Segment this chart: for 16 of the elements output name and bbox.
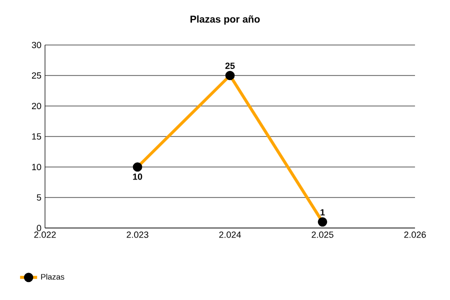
y-tick-label: 20 — [32, 102, 42, 110]
y-tick-label: 25 — [32, 72, 42, 79]
x-tick-label: 2.025 — [312, 232, 334, 238]
data-label: 25 — [225, 62, 235, 69]
y-tick-label: 15 — [32, 133, 42, 140]
data-label: 1 — [320, 209, 325, 216]
y-tick-label: 10 — [32, 164, 42, 170]
y-tick-label: 5 — [36, 194, 42, 201]
y-tick-label: 0 — [36, 224, 42, 232]
x-tick-label: 2.026 — [404, 232, 426, 238]
y-tick-label: 30 — [32, 42, 42, 48]
x-tick-label: 2.024 — [219, 232, 241, 238]
chart-title: Plazas por año — [190, 15, 260, 25]
data-label: 10 — [133, 174, 142, 180]
x-tick-label: 2.022 — [34, 232, 56, 238]
x-tick-label: 2.023 — [126, 232, 148, 238]
